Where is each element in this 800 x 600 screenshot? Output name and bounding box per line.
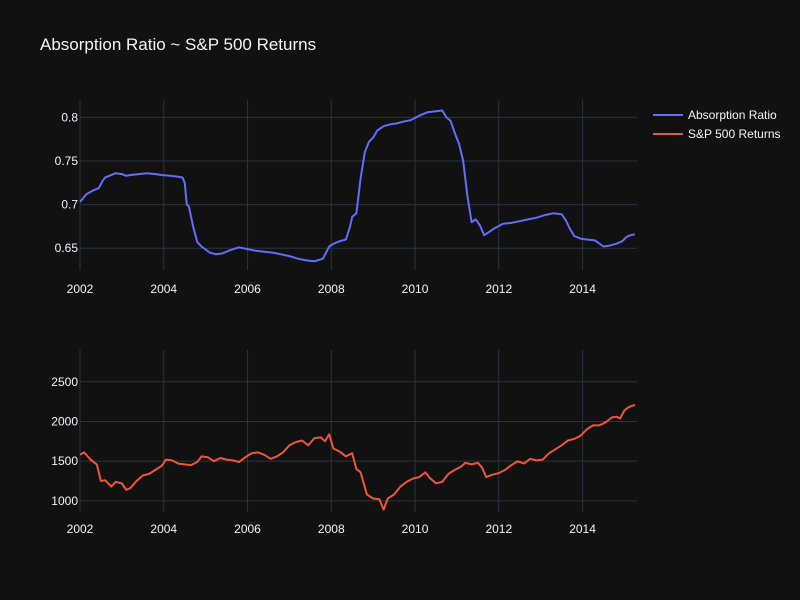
y-tick-label: 1500 — [51, 454, 78, 468]
x-tick-label: 2006 — [234, 282, 261, 296]
y-tick-label: 0.8 — [61, 110, 78, 124]
y-tick-label: 0.65 — [55, 241, 79, 255]
series-line-sp500-returns — [79, 403, 636, 511]
x-tick-label: 2006 — [234, 522, 261, 536]
x-tick-label: 2010 — [402, 282, 429, 296]
sp500-returns-panel: 2002 2004 2006 2008 2010 2012 2014 1000 1500 2000… — [51, 350, 637, 536]
x-tick-label: 2008 — [318, 282, 345, 296]
chart-title: Absorption Ratio ~ S&P 500 Returns — [40, 35, 316, 54]
y-tick-label: 2500 — [51, 375, 78, 389]
y-tick-label: 0.7 — [61, 198, 78, 212]
x-tick-label: 2014 — [569, 522, 596, 536]
grid-lines — [79, 350, 637, 512]
legend-item-sp500-returns[interactable]: S&P 500 Returns — [653, 127, 781, 141]
x-tick-label: 2002 — [67, 282, 94, 296]
y-tick-label: 2000 — [51, 414, 78, 428]
x-tick-label: 2012 — [485, 282, 512, 296]
legend-item-absorption-ratio[interactable]: Absorption Ratio — [653, 108, 777, 122]
x-tick-label: 2012 — [485, 522, 512, 536]
y-tick-label: 0.75 — [55, 154, 79, 168]
absorption-ratio-panel: 2002 2004 2006 2008 2010 2012 2014 0.65 0.7 0.75 0… — [55, 100, 637, 296]
legend[interactable]: Absorption Ratio S&P 500 Returns — [653, 108, 781, 141]
x-tick-label: 2002 — [67, 522, 94, 536]
grid-lines — [79, 100, 637, 270]
x-tick-label: 2004 — [150, 282, 177, 296]
x-tick-label: 2008 — [318, 522, 345, 536]
legend-label-absorption-ratio: Absorption Ratio — [688, 108, 777, 122]
legend-label-sp500-returns: S&P 500 Returns — [688, 127, 781, 141]
series-line-absorption-ratio — [79, 109, 636, 263]
x-tick-label: 2010 — [402, 522, 429, 536]
x-tick-label: 2004 — [150, 522, 177, 536]
y-tick-label: 1000 — [51, 494, 78, 508]
x-tick-label: 2014 — [569, 282, 596, 296]
